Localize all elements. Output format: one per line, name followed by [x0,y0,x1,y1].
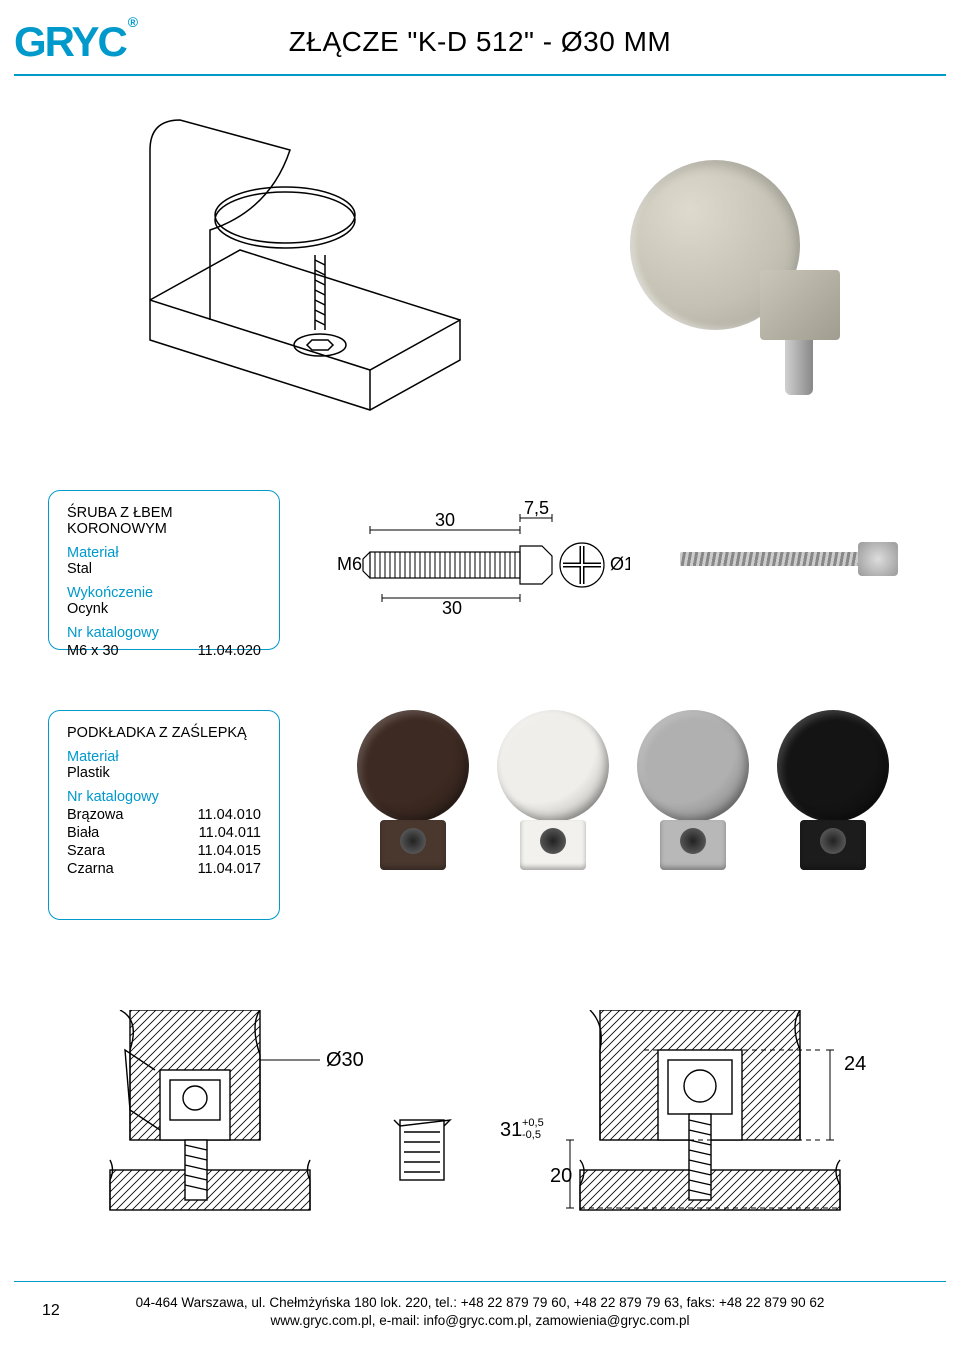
dim-tol-minus: -0,5 [522,1129,541,1141]
washer-name-1: Biała [67,825,183,841]
footer-rule [14,1281,946,1283]
washer-row-2: Szara 11.04.015 [67,843,261,859]
washer-row-0: Brązowa 11.04.010 [67,807,261,823]
washer-info-box: PODKŁADKA Z ZAŚLEPKĄ Materiał Plastik Nr… [48,710,280,920]
screw-info-box: ŚRUBA Z ŁBEM KORONOWYM Materiał Stal Wyk… [48,490,280,650]
catalog-key: M6 x 30 [67,643,183,659]
dim-head-d: Ø10 [610,554,630,574]
dim-20: 20 [550,1165,572,1187]
header-rule [14,74,946,76]
dim-d30: Ø30 [326,1049,364,1071]
washer-code-1: 11.04.011 [199,825,261,841]
washer-heading: PODKŁADKA Z ZAŚLEPKĄ [67,725,261,741]
washer-material-value: Plastik [67,765,261,781]
catalog-val: 11.04.020 [198,643,261,659]
washer-row-3: Czarna 11.04.017 [67,861,261,877]
washer-color-2 [632,710,754,880]
washer-name-0: Brązowa [67,807,183,823]
dim-head-w: 7,5 [524,500,549,518]
screw-drawing: M6 30 30 7,5 Ø10 [330,500,630,630]
footer-line-2: www.gryc.com.pl, e-mail: info@gryc.com.p… [270,1313,689,1328]
washer-code-2: 11.04.015 [198,843,261,859]
screw-heading: ŚRUBA Z ŁBEM KORONOWYM [67,505,261,537]
footer-line-1: 04-464 Warszawa, ul. Chełmżyńska 180 lok… [136,1295,825,1310]
dim-tol-plus: +0,5 [522,1117,544,1129]
washer-code-0: 11.04.010 [198,807,261,823]
dim-len-top: 30 [435,510,455,530]
washer-row-1: Biała 11.04.011 [67,825,261,841]
finish-value: Ocynk [67,601,261,617]
product-photo [550,120,880,380]
dim-thread: M6 [337,554,362,574]
washer-name-2: Szara [67,843,183,859]
washer-photos [352,710,912,890]
washer-material-label: Materiał [67,749,261,765]
material-label: Materiał [67,545,261,561]
dim-len-bot: 30 [442,598,462,618]
screw-photo [680,530,910,590]
dim-24: 24 [844,1053,866,1075]
material-value: Stal [67,561,261,577]
washer-catalog-label: Nr katalogowy [67,789,261,805]
washer-color-0 [352,710,474,880]
finish-label: Wykończenie [67,585,261,601]
catalog-label: Nr katalogowy [67,625,261,641]
page-title: ZŁĄCZE "K-D 512" - Ø30 MM [0,26,960,58]
washer-color-1 [492,710,614,880]
bottom-drawings: Ø30 31 +0,5 -0,5 20 24 [60,1010,900,1250]
footer-text: 04-464 Warszawa, ul. Chełmżyńska 180 lok… [0,1294,960,1330]
washer-color-3 [772,710,894,880]
washer-name-3: Czarna [67,861,183,877]
dim-tol: 31 [500,1119,522,1141]
catalog-row: M6 x 30 11.04.020 [67,643,261,659]
isometric-drawing [90,90,490,440]
washer-code-3: 11.04.017 [198,861,261,877]
